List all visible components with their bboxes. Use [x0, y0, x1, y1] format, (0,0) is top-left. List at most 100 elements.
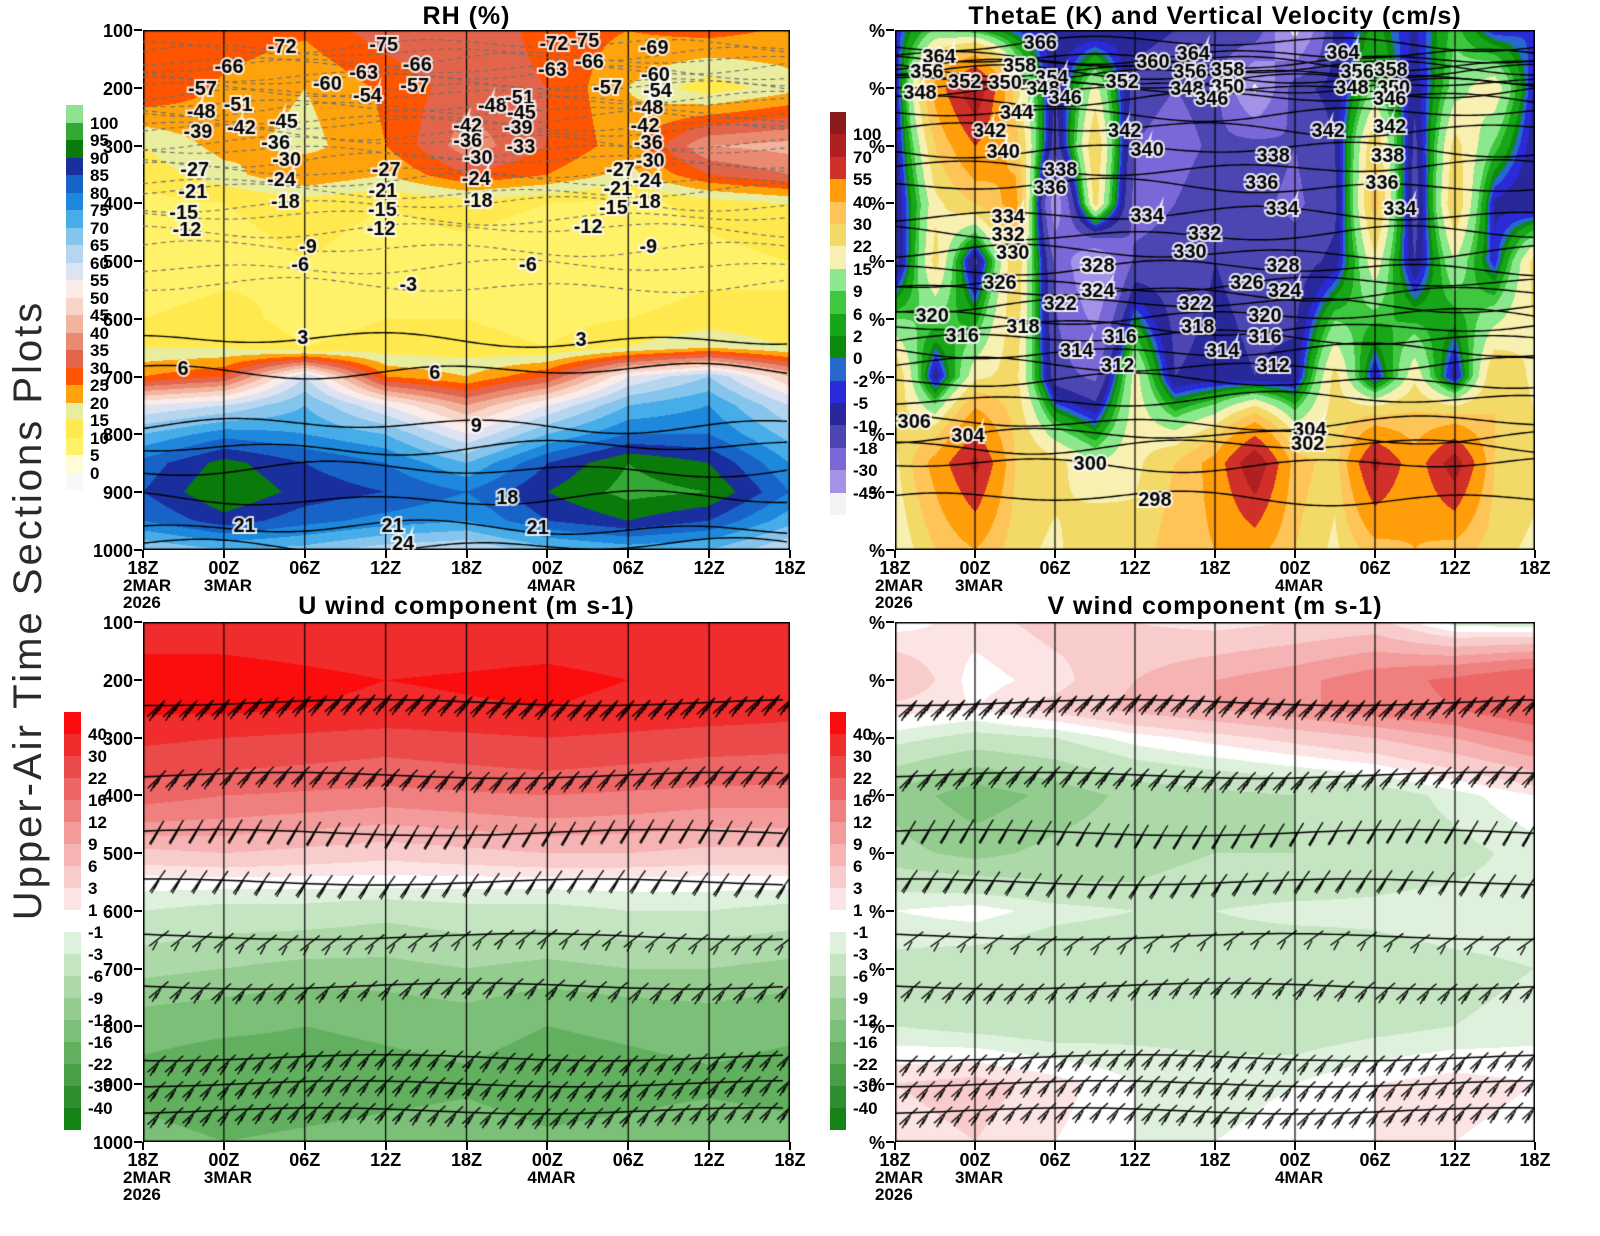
pressure-tick-label: 500 — [102, 844, 133, 865]
pressure-tick-label: 800 — [102, 425, 133, 446]
time-tick-mark — [974, 550, 976, 558]
pressure-tick-mark — [134, 1141, 142, 1143]
colorbar-segment — [66, 227, 83, 245]
pressure-tick-mark — [886, 549, 894, 551]
u_wind-colorbar — [64, 712, 81, 1130]
colorbar-label: 10 — [90, 428, 109, 448]
pressure-tick-mark — [886, 144, 894, 147]
colorbar-segment — [66, 367, 83, 385]
time-tick-label: 06Z — [1039, 1150, 1071, 1170]
colorbar-label: 3 — [853, 879, 863, 898]
colorbar-segment — [830, 756, 846, 778]
time-tick-label: 18Z — [879, 1150, 911, 1170]
time-tick-mark — [142, 1142, 144, 1150]
date-label: 2MAR — [875, 1168, 924, 1187]
colorbar-label: 1 — [853, 901, 863, 920]
time-tick-label: 18Z — [1519, 558, 1551, 578]
time-tick-label: 18Z — [450, 1150, 483, 1170]
pressure-tick-mark — [134, 317, 142, 320]
percent-tick-label: % — [868, 252, 885, 273]
colorbar-segment — [64, 1042, 81, 1064]
rh-field-canvas — [143, 30, 790, 550]
colorbar-segment — [830, 954, 846, 976]
colorbar-label: 2 — [853, 327, 863, 346]
colorbar-label: -18 — [853, 439, 878, 458]
time-tick-mark — [1374, 550, 1376, 558]
pressure-tick-label: 600 — [102, 309, 133, 330]
time-tick-label: 00Z — [959, 558, 991, 578]
colorbar-segment — [64, 1064, 81, 1086]
colorbar-segment — [66, 262, 83, 280]
colorbar-segment — [64, 888, 81, 910]
pressure-tick-mark — [886, 852, 894, 855]
colorbar-label: 50 — [90, 288, 109, 308]
colorbar-segment — [66, 210, 83, 228]
colorbar-label: -22 — [853, 1055, 878, 1074]
time-tick-label: 12Z — [1439, 558, 1471, 578]
colorbar-label: 90 — [90, 148, 109, 168]
colorbar-segment — [830, 268, 846, 292]
pressure-tick-label: 700 — [102, 959, 133, 980]
pressure-tick-mark — [134, 375, 142, 378]
pressure-tick-mark — [886, 375, 894, 378]
colorbar-segment — [830, 380, 846, 404]
colorbar-label: 70 — [853, 147, 872, 167]
colorbar-segment — [830, 223, 846, 247]
colorbar-segment — [66, 350, 83, 368]
time-tick-mark — [1214, 1142, 1216, 1150]
colorbar-label: -6 — [88, 967, 104, 986]
pressure-tick-label: 1000 — [92, 541, 133, 561]
time-tick-mark — [465, 1142, 468, 1150]
colorbar-segment — [830, 291, 846, 314]
percent-tick-label: % — [868, 194, 885, 215]
percent-tick-label: % — [868, 21, 885, 41]
time-tick-label: 18Z — [774, 558, 806, 578]
pressure-tick-label: 400 — [102, 194, 133, 215]
colorbar-label: 12 — [853, 813, 872, 832]
colorbar-label: -6 — [853, 967, 869, 986]
colorbar-segment — [66, 297, 83, 315]
time-tick-label: 00Z — [959, 1150, 991, 1170]
colorbar-label: -1 — [88, 923, 104, 942]
date-label: 3MAR — [203, 576, 253, 595]
colorbar-segment — [66, 140, 83, 158]
time-tick-mark — [1294, 1142, 1296, 1150]
pressure-tick-mark — [886, 794, 894, 797]
time-tick-label: 06Z — [1039, 558, 1071, 578]
colorbar-label: 12 — [88, 813, 107, 832]
u-wind-panel-title: U wind component (m s-1) — [298, 592, 635, 620]
colorbar-label: 65 — [90, 236, 109, 255]
colorbar-label: 85 — [90, 166, 109, 185]
colorbar-segment — [830, 403, 846, 426]
colorbar-label: 55 — [90, 271, 109, 290]
colorbar-segment — [830, 910, 846, 932]
colorbar-segment — [830, 800, 846, 822]
colorbar-label: 75 — [90, 201, 109, 220]
pressure-tick-mark — [886, 678, 894, 681]
colorbar-segment — [830, 447, 846, 471]
colorbar-label: -40 — [853, 1099, 878, 1118]
time-tick-mark — [708, 550, 711, 558]
time-tick-mark — [1534, 550, 1536, 558]
colorbar-segment — [66, 192, 83, 210]
colorbar-segment — [64, 756, 81, 778]
time-tick-label: 18Z — [127, 1150, 159, 1170]
time-tick-mark — [894, 550, 896, 558]
time-tick-mark — [222, 550, 225, 558]
date-label: 4MAR — [527, 1168, 576, 1187]
colorbar-label: -22 — [88, 1055, 113, 1074]
pressure-tick-mark — [886, 621, 894, 623]
colorbar-segment — [830, 134, 846, 157]
time-tick-mark — [222, 1142, 225, 1150]
colorbar-label: 15 — [90, 411, 109, 430]
time-tick-mark — [1374, 1142, 1376, 1150]
colorbar-label: 40 — [853, 725, 872, 744]
colorbar-label: 15 — [853, 259, 872, 279]
time-tick-label: 12Z — [1119, 558, 1151, 578]
time-tick-mark — [546, 1142, 549, 1150]
pressure-tick-label: 600 — [102, 901, 133, 922]
pressure-tick-mark — [134, 967, 142, 970]
colorbar-segment — [830, 888, 846, 910]
time-tick-mark — [1534, 1142, 1536, 1150]
colorbar-segment — [64, 734, 81, 756]
